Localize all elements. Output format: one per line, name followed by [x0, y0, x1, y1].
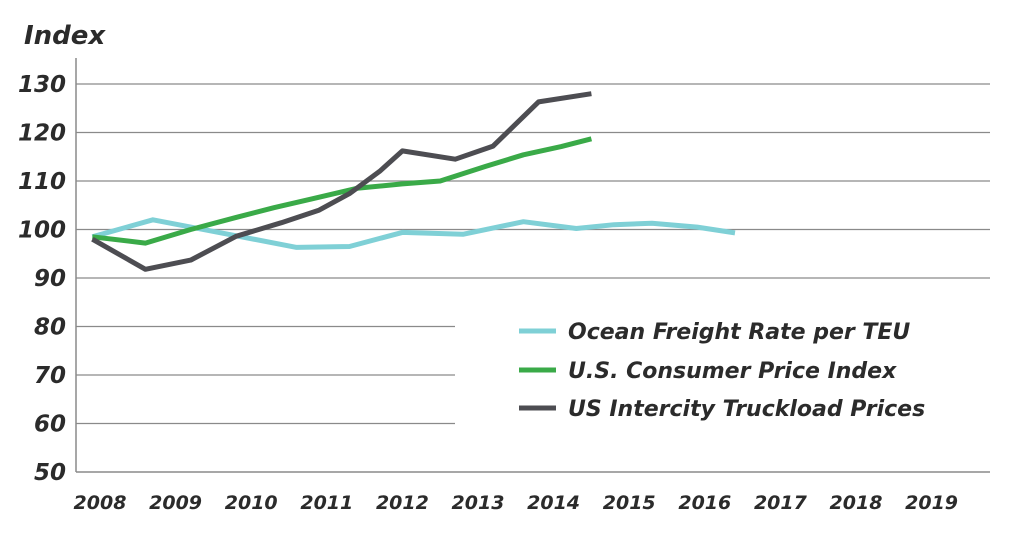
series-line-2: [92, 136, 593, 246]
x-tick-2018: 2018: [830, 492, 883, 514]
y-tick-120: 120: [18, 121, 66, 147]
x-tick-2013: 2013: [452, 492, 505, 514]
y-tick-50: 50: [34, 460, 66, 486]
series-lines: [91, 91, 736, 272]
legend-label-1: Ocean Freight Rate per TEU: [568, 320, 910, 345]
legend-label-3: US Intercity Truckload Prices: [568, 397, 925, 422]
x-tick-2010: 2010: [225, 492, 278, 514]
x-tick-2019: 2019: [905, 492, 958, 514]
legend-label-2: U.S. Consumer Price Index: [568, 359, 897, 384]
y-tick-110: 110: [18, 169, 66, 195]
y-axis-title: Index: [24, 21, 106, 51]
x-tick-2008: 2008: [74, 492, 127, 514]
y-tick-80: 80: [34, 315, 66, 341]
x-tick-2009: 2009: [149, 492, 202, 514]
x-tick-2012: 2012: [376, 492, 429, 514]
y-tick-labels: 50 60 70 80 90 100 110 120 130: [18, 72, 66, 486]
series-line-3: [91, 91, 592, 272]
x-tick-2016: 2016: [678, 492, 731, 514]
y-tick-70: 70: [34, 363, 66, 389]
series-line-1: [91, 217, 736, 250]
x-tick-2011: 2011: [300, 492, 353, 514]
y-tick-60: 60: [34, 412, 66, 438]
x-tick-2017: 2017: [754, 492, 808, 514]
x-tick-labels: 2008 2009 2010 2011 2012 2013 2014 2015 2016 2017…: [74, 492, 958, 514]
x-tick-2015: 2015: [603, 492, 656, 514]
y-tick-90: 90: [34, 266, 66, 292]
x-tick-2014: 2014: [527, 492, 580, 514]
y-tick-100: 100: [18, 218, 66, 244]
y-tick-130: 130: [18, 72, 66, 98]
gridlines: [76, 83, 990, 425]
legend: Ocean Freight Rate per TEU U.S. Consumer …: [519, 320, 925, 422]
